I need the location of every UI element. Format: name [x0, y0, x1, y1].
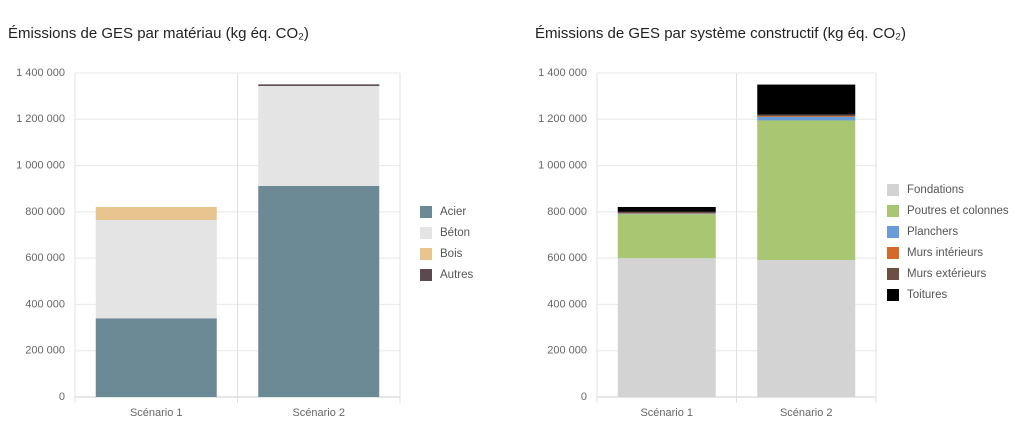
legend-swatch [887, 184, 899, 196]
bar-segment [757, 120, 856, 260]
legend-swatch [887, 268, 899, 280]
bar-segment [757, 114, 856, 117]
y-tick-label: 1 400 000 [538, 67, 587, 79]
y-tick-label: 1 200 000 [16, 113, 65, 125]
legend-swatch [887, 205, 899, 217]
legend-label: Acier [440, 206, 466, 218]
legend-label: Toitures [907, 289, 948, 301]
chart-title: Émissions de GES par matériau (kg éq. CO… [8, 25, 309, 42]
legend-swatch [420, 269, 432, 281]
legend-swatch [420, 206, 432, 218]
x-tick-label: Scénario 2 [780, 407, 833, 419]
y-tick-label: 400 000 [547, 298, 587, 310]
legend-swatch [887, 247, 899, 259]
bar-segment [757, 116, 856, 117]
y-tick-label: 1 200 000 [538, 113, 587, 125]
y-tick-label: 800 000 [547, 206, 587, 218]
bar-segment [95, 219, 217, 319]
legend-label: Bois [440, 248, 463, 260]
legend-label: Planchers [907, 226, 958, 238]
x-tick-label: Scénario 2 [292, 407, 345, 419]
y-tick-label: 200 000 [547, 345, 587, 357]
bar-segment [617, 213, 716, 215]
y-tick-label: 1 000 000 [538, 159, 587, 171]
bar-segment [617, 214, 716, 259]
y-tick-label: 1 000 000 [16, 159, 65, 171]
legend-label: Autres [440, 269, 473, 281]
chart-title: Émissions de GES par système constructif… [535, 25, 906, 42]
y-tick-label: 1 400 000 [16, 67, 65, 79]
bar-segment [258, 84, 380, 86]
bar-segment [258, 85, 380, 186]
bar-segment [258, 185, 380, 397]
y-tick-label: 400 000 [25, 298, 65, 310]
bar-segment [757, 84, 856, 115]
legend-swatch [887, 226, 899, 238]
x-tick-label: Scénario 1 [130, 407, 183, 419]
bar-segment [95, 318, 217, 397]
y-tick-label: 0 [59, 391, 65, 403]
legend-swatch [887, 289, 899, 301]
bar-segment [757, 116, 856, 121]
y-tick-label: 0 [581, 391, 587, 403]
y-tick-label: 600 000 [25, 252, 65, 264]
x-tick-label: Scénario 1 [640, 407, 693, 419]
legend-swatch [420, 227, 432, 239]
legend-label: Fondations [907, 184, 964, 196]
bar-segment [617, 258, 716, 397]
y-tick-label: 800 000 [25, 206, 65, 218]
y-tick-label: 600 000 [547, 252, 587, 264]
legend-swatch [420, 248, 432, 260]
y-tick-label: 200 000 [25, 345, 65, 357]
bar-segment [617, 206, 716, 212]
legend-label: Poutres et colonnes [907, 205, 1009, 217]
bar-segment [95, 206, 217, 220]
legend-label: Murs intérieurs [907, 247, 983, 259]
bar-segment [757, 259, 856, 397]
legend-label: Béton [440, 227, 470, 239]
legend-label: Murs extérieurs [907, 268, 986, 280]
bar-segment [617, 211, 716, 214]
